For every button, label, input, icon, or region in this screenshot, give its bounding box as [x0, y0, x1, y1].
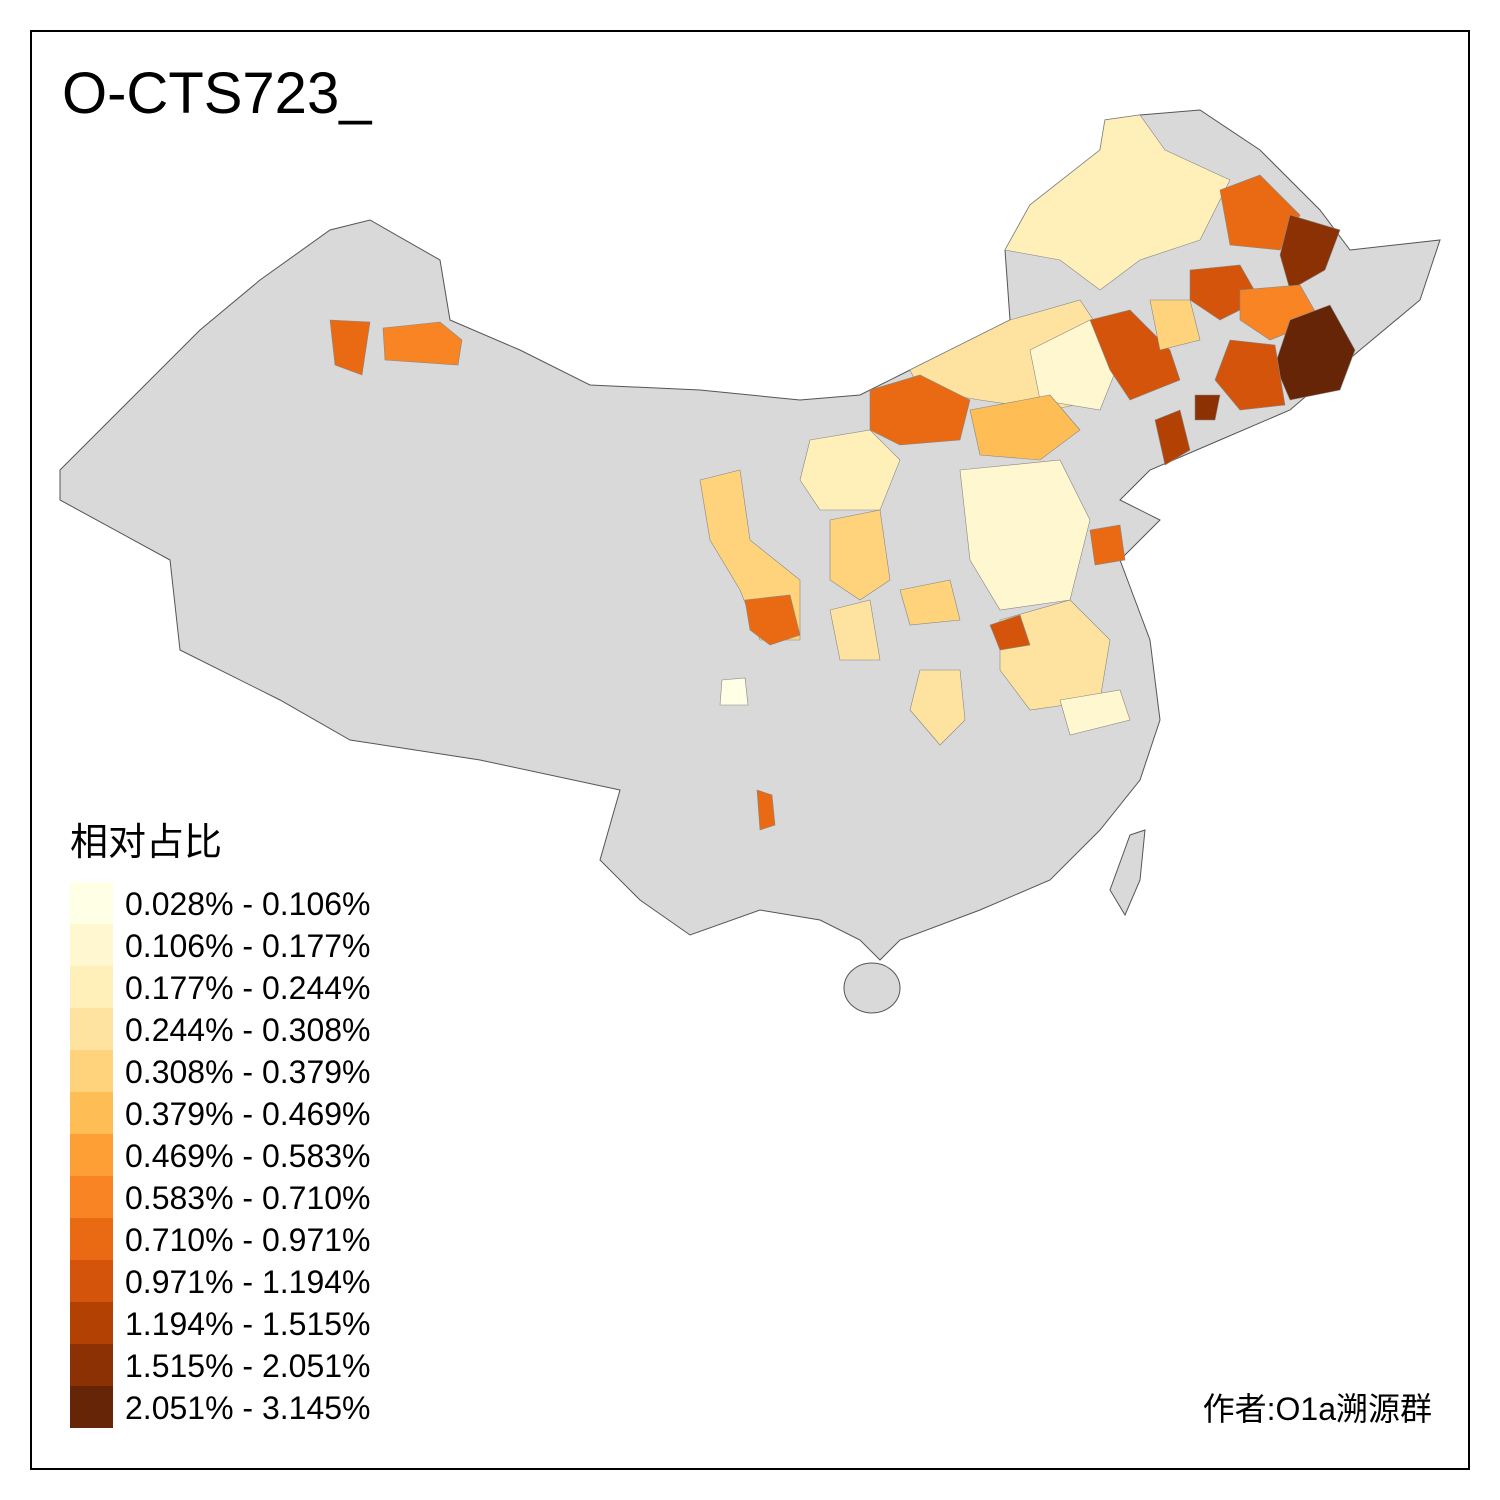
region: [989, 614, 1031, 651]
region: [1059, 689, 1131, 736]
region: [744, 594, 801, 646]
region: [1029, 319, 1121, 411]
island: [843, 962, 901, 1014]
region: [719, 677, 749, 706]
map-title: O-CTS723_: [62, 61, 372, 126]
legend-swatch: [70, 1302, 113, 1344]
region: [1214, 339, 1286, 411]
region: [969, 394, 1081, 461]
region: [756, 789, 776, 831]
region: [329, 319, 371, 376]
region: [1004, 114, 1231, 291]
region: [382, 321, 463, 366]
legend-label: 0.244% - 0.308%: [125, 1012, 371, 1048]
region: [1089, 524, 1126, 566]
legend-label: 0.106% - 0.177%: [125, 928, 371, 964]
legend-swatch: [70, 924, 113, 966]
credit: 作者:O1a溯源群: [1203, 1391, 1432, 1427]
region: [829, 509, 891, 601]
legend-swatch: [70, 1176, 113, 1218]
legend-title: 相对占比: [70, 822, 222, 864]
region: [829, 599, 881, 661]
legend-swatch: [70, 1344, 113, 1386]
legend-label: 0.583% - 0.710%: [125, 1180, 371, 1216]
legend-label: 0.028% - 0.106%: [125, 886, 371, 922]
legend-label: 0.971% - 1.194%: [125, 1264, 371, 1300]
legend-label: 0.308% - 0.379%: [125, 1054, 371, 1090]
legend-swatch: [70, 966, 113, 1008]
legend-swatch: [70, 1050, 113, 1092]
legend-label: 0.379% - 0.469%: [125, 1096, 371, 1132]
region: [899, 579, 961, 626]
legend-swatch: [70, 1008, 113, 1050]
region: [1279, 214, 1341, 291]
legend-label: 1.194% - 1.515%: [125, 1306, 371, 1342]
legend-label: 0.469% - 0.583%: [125, 1138, 371, 1174]
legend-swatch: [70, 1092, 113, 1134]
region: [1194, 394, 1221, 421]
island: [1109, 829, 1146, 917]
legend-swatch: [70, 1260, 113, 1302]
region: [1154, 409, 1191, 466]
legend-label: 0.710% - 0.971%: [125, 1222, 371, 1258]
legend-label: 2.051% - 3.145%: [125, 1390, 371, 1426]
region: [1149, 299, 1201, 351]
legend: 0.028% - 0.106% 0.106% - 0.177% 0.177% - 0…: [70, 882, 371, 1428]
regions: [329, 114, 1356, 831]
legend-label: 0.177% - 0.244%: [125, 970, 371, 1006]
region: [1089, 309, 1181, 401]
legend-swatch: [70, 1134, 113, 1176]
legend-label: 1.515% - 2.051%: [125, 1348, 371, 1384]
legend-swatch: [70, 882, 113, 924]
legend-swatch: [70, 1218, 113, 1260]
legend-swatch: [70, 1386, 113, 1428]
region: [909, 669, 966, 746]
